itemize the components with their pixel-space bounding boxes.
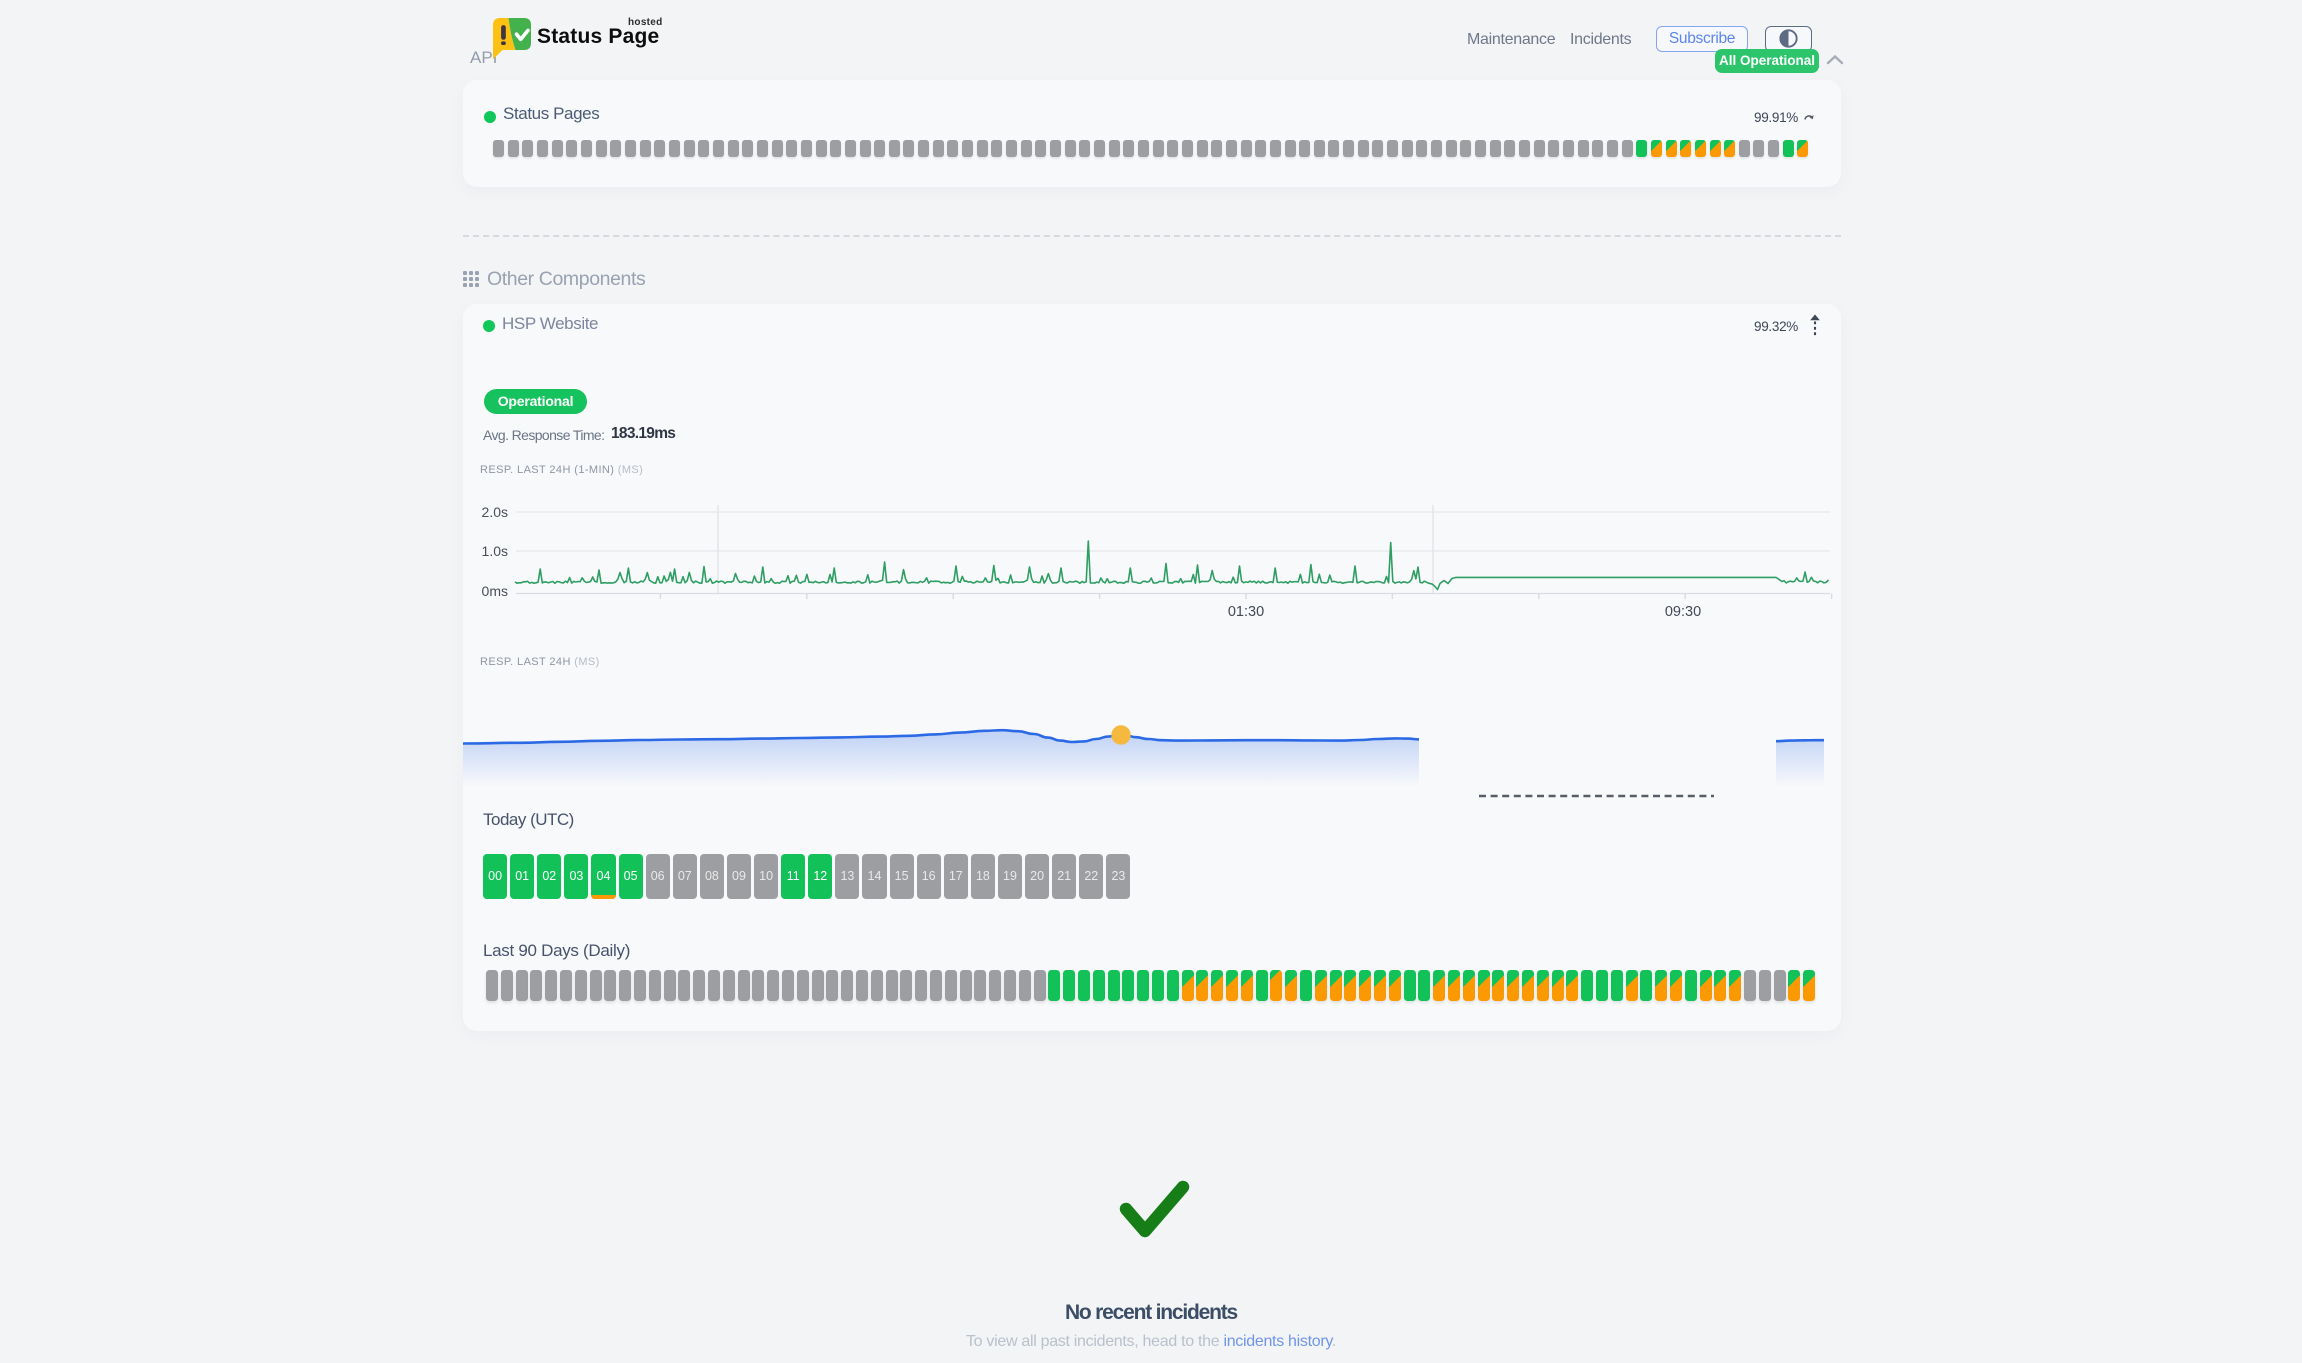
svg-text:1.0s: 1.0s <box>482 543 508 559</box>
svg-text:2.0s: 2.0s <box>482 504 508 520</box>
svg-text:09:30: 09:30 <box>1665 604 1701 620</box>
svg-text:0ms: 0ms <box>482 583 508 599</box>
svg-text:01:30: 01:30 <box>1228 604 1264 620</box>
